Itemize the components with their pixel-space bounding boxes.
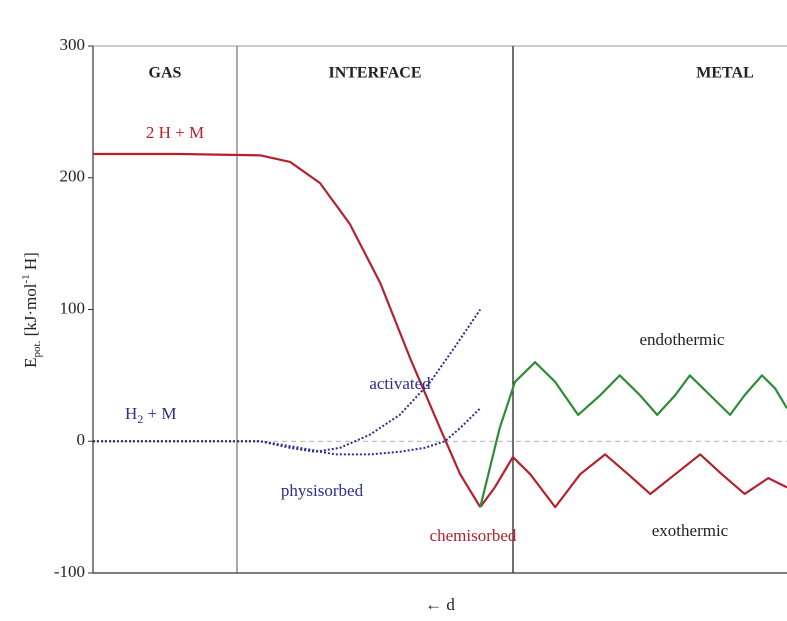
series-label: activated bbox=[369, 374, 431, 393]
region-label: INTERFACE bbox=[328, 65, 421, 82]
series-line bbox=[480, 362, 787, 507]
y-label-sub: pot. bbox=[31, 340, 43, 357]
y-label-mid: [kJ·mol bbox=[21, 283, 40, 340]
annotation: H2 + M bbox=[125, 404, 176, 426]
region-label: METAL bbox=[696, 65, 753, 82]
y-label-sup: -1 bbox=[20, 274, 32, 283]
x-axis-label: ← d bbox=[425, 595, 455, 614]
y-axis-label: Epot. [kJ·mol-1 H] bbox=[20, 252, 43, 368]
y-tick-label: 300 bbox=[60, 35, 86, 54]
region-label: GAS bbox=[149, 65, 182, 82]
series-label: endothermic bbox=[640, 330, 725, 349]
y-label-end: H] bbox=[21, 252, 40, 274]
annotation-end: + M bbox=[143, 404, 176, 423]
chart: GAS INTERFACE METAL ← d chemisorbed H2 +… bbox=[0, 0, 787, 621]
series-label: exothermic bbox=[652, 521, 729, 540]
y-tick-label: 100 bbox=[60, 298, 86, 317]
annotation: chemisorbed bbox=[430, 526, 517, 545]
series-line bbox=[93, 154, 480, 507]
series-label: 2 H + M bbox=[146, 123, 204, 142]
y-tick-label: 200 bbox=[60, 167, 86, 186]
series-line bbox=[480, 454, 787, 507]
y-label-main: E bbox=[21, 357, 40, 367]
y-tick-label: -100 bbox=[54, 562, 85, 581]
annotation-main: H bbox=[125, 404, 137, 423]
y-tick-label: 0 bbox=[77, 430, 86, 449]
series-label: physisorbed bbox=[281, 481, 364, 500]
